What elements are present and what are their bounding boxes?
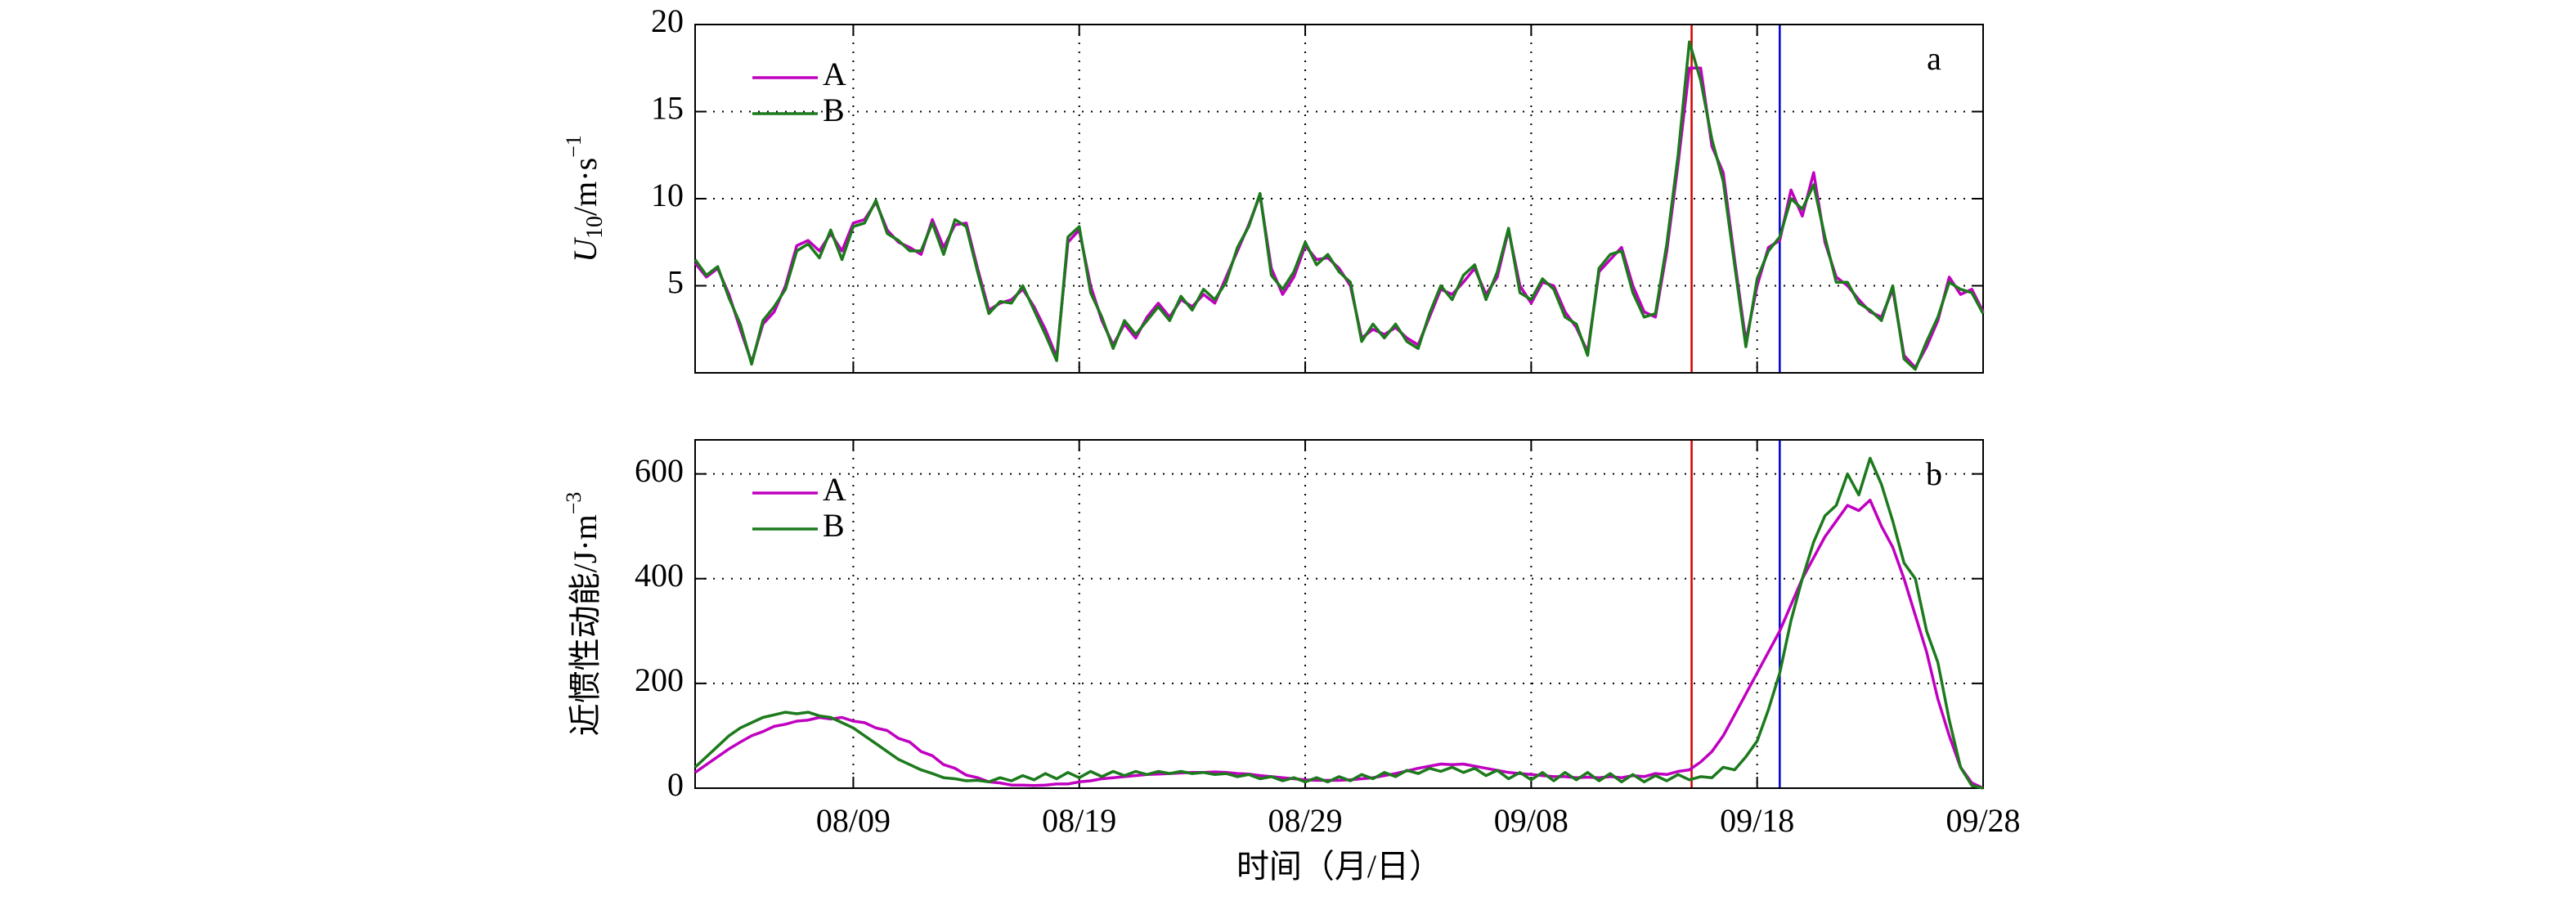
y-label-sub: 10 — [582, 216, 608, 239]
y-tick-label: 0 — [667, 766, 684, 803]
x-tick-label: 08/09 — [816, 802, 891, 839]
y-tick-label: 200 — [635, 661, 684, 698]
panel-label: b — [1926, 455, 1942, 492]
x-tick-label: 08/29 — [1268, 802, 1342, 839]
y-tick-label: 400 — [635, 557, 684, 594]
legend-label: B — [823, 507, 845, 544]
legend-label: B — [823, 92, 845, 128]
panel: 0 200 400 600 08/09 08/19 08/29 09/08 09/18 09/28… — [562, 439, 2021, 885]
series-line — [694, 498, 1984, 790]
x-tick-label: 09/18 — [1720, 802, 1794, 839]
y-label-main: U — [567, 236, 604, 262]
series-line — [693, 456, 1984, 790]
y-tick-label: 20 — [651, 2, 684, 39]
y-axis-label: U10/m·s−1 — [562, 135, 608, 262]
series-line — [693, 66, 1985, 370]
x-tick-label: 09/08 — [1494, 802, 1568, 839]
y-tick-label: 10 — [651, 177, 684, 213]
y-tick-label: 15 — [651, 90, 684, 127]
y-tick-label: 5 — [667, 264, 684, 301]
x-tick-label: 09/28 — [1945, 802, 2020, 839]
x-tick-label: 08/19 — [1042, 802, 1116, 839]
plot-frame — [694, 439, 1984, 789]
series-line — [693, 40, 1985, 371]
x-axis-label: 时间（月/日） — [1236, 848, 1442, 885]
y-label-unit: /J·m — [567, 514, 604, 572]
y-axis-label: 近惯性动能/J·m−3 — [562, 492, 604, 737]
y-label-sup: −1 — [562, 135, 586, 158]
y-label-unit: /m·s — [567, 158, 604, 216]
plot-frame — [694, 24, 1984, 374]
y-tick-label: 600 — [635, 452, 684, 489]
y-label-main: 近惯性动能 — [567, 572, 604, 736]
panel-label: a — [1927, 40, 1941, 77]
legend-label: A — [823, 56, 846, 92]
y-label-sup: −3 — [562, 492, 586, 515]
legend-label: A — [823, 471, 846, 508]
